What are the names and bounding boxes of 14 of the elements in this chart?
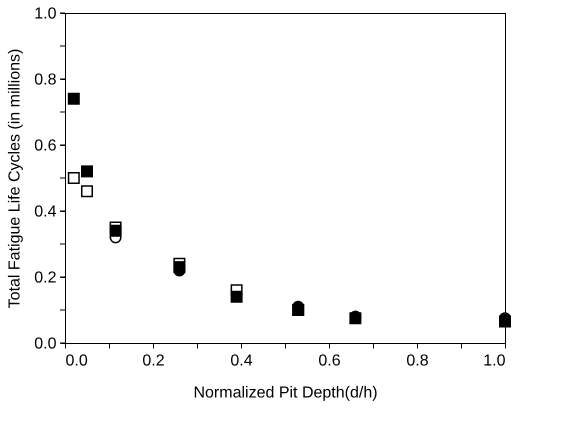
y-tick-label: 0.4 (34, 204, 57, 220)
x-tick-label: 0.0 (66, 352, 88, 370)
y-tick-label: 1.0 (34, 6, 57, 22)
y-tick-label: 0.8 (34, 72, 57, 88)
x-tick-label: 0.6 (318, 352, 341, 370)
y-tick-label: 0.6 (34, 138, 57, 154)
x-tick-label: 0.4 (230, 352, 253, 370)
y-axis-title: Total Fatigue Life Cycles (in millions) (6, 48, 24, 308)
x-tick-label: 1.0 (483, 352, 506, 370)
x-tick-label: 0.8 (406, 352, 429, 370)
y-tick-label: 0.0 (34, 336, 57, 352)
y-tick-label: 0.2 (34, 270, 57, 286)
x-tick-label: 0.2 (142, 352, 165, 370)
x-axis-title: Normalized Pit Depth(d/h) (193, 384, 378, 402)
